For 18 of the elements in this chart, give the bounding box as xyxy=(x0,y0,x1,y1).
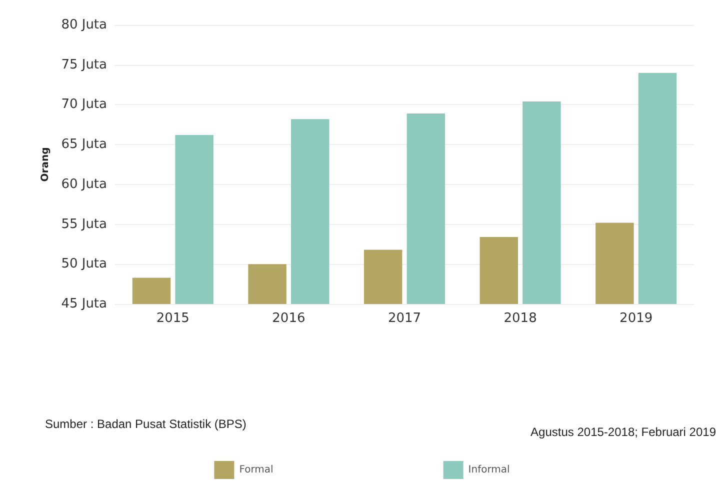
legend-label: Formal xyxy=(239,464,274,476)
legend-label: Informal xyxy=(468,464,510,476)
y-tick-label: 65 Juta xyxy=(61,137,107,152)
text: Agustus 2015-2018; Februari 2019 xyxy=(530,425,716,439)
text: Sumber : Badan Pusat Statistik (BPS) xyxy=(45,417,246,431)
x-tick-label: 2018 xyxy=(504,311,537,326)
x-tick-label: 2017 xyxy=(388,311,422,326)
y-axis-title: Orang xyxy=(40,147,51,182)
x-tick-label: 2016 xyxy=(272,311,306,326)
y-tick-label: 70 Juta xyxy=(61,97,107,112)
y-tick-label: 50 Juta xyxy=(61,256,107,272)
x-tick-label: 2019 xyxy=(620,311,653,326)
y-tick-label: 80 Juta xyxy=(61,18,107,32)
y-tick-label: 55 Juta xyxy=(61,216,107,232)
y-tick-label: 60 Juta xyxy=(61,176,107,192)
y-tick-label: 45 Juta xyxy=(61,296,107,312)
y-tick-label: 75 Juta xyxy=(61,57,107,72)
x-tick-label: 2015 xyxy=(156,311,190,326)
